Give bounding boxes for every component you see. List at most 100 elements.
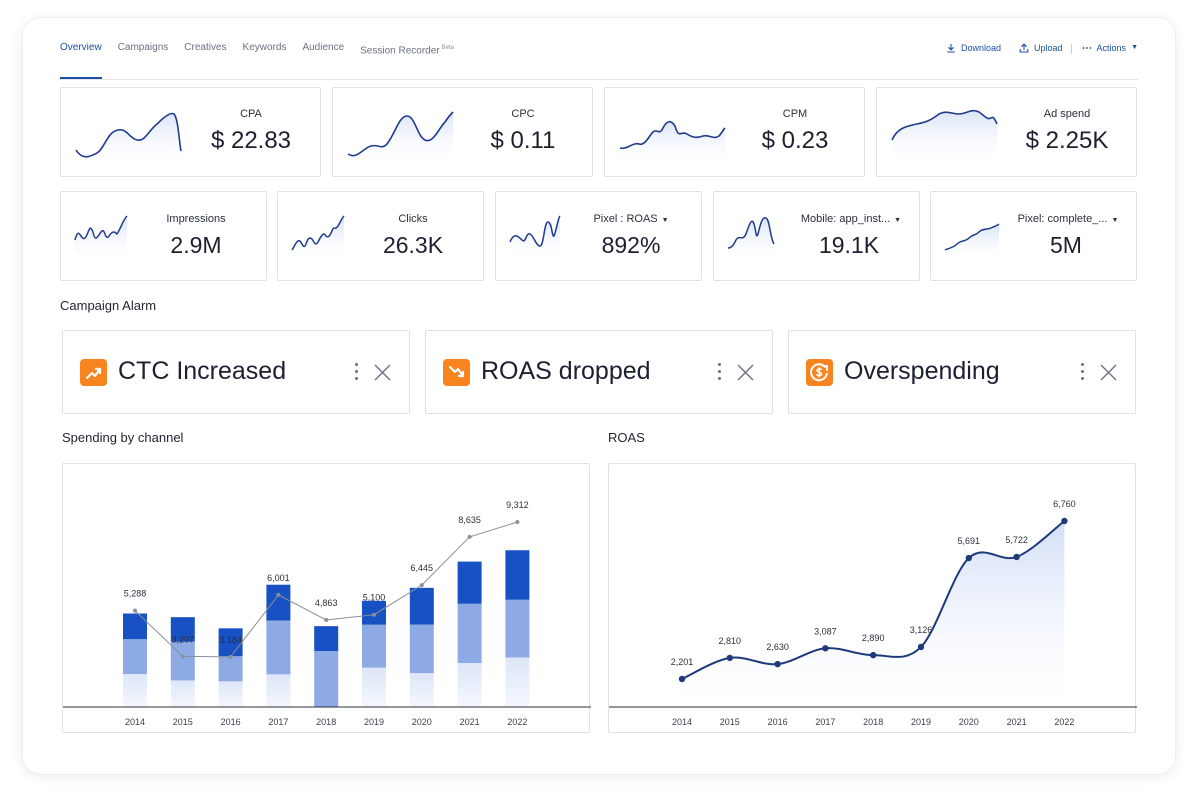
spending-chart: 2014 2015 2016 2017 2018 2019 2020 2021 2022 5,28… [63, 500, 591, 727]
x-tick-label: 2014 [672, 717, 692, 727]
kpi-card-pixel-complete[interactable]: Pixel: complete_... ▼ 5M [930, 191, 1137, 281]
kpi-value: $ 22.83 [210, 127, 292, 154]
roas-point [822, 645, 829, 652]
spending-chart-panel: 2014 2015 2016 2017 2018 2019 2020 2021 2022 5,28… [62, 463, 591, 733]
roas-chart-title: ROAS [608, 430, 645, 445]
data-label: 2,630 [766, 642, 789, 652]
x-tick-label: 2016 [221, 717, 241, 727]
kpi-card-mobile-app-installs[interactable]: Mobile: app_inst... ▼ 19.1K [713, 191, 920, 281]
kpi-label: Pixel: complete_... ▼ [1007, 213, 1129, 225]
kpi-label: Mobile: app_inst... ▼ [790, 213, 912, 225]
top-navigation: Overview Campaigns Creatives Keywords Au… [60, 40, 1138, 80]
roas-point [774, 660, 781, 668]
campaign-alarm-title: Campaign Alarm [60, 298, 157, 313]
chevron-down-icon[interactable]: ▼ [1111, 217, 1119, 224]
actions-menu-button[interactable]: Actions ▼ [1082, 40, 1138, 55]
kpi-card-ad-spend[interactable]: Ad spend $ 2.25K [876, 87, 1137, 177]
impressions-sparkline [74, 215, 128, 264]
x-tick-label: 2019 [911, 717, 931, 727]
kpi-card-impressions[interactable]: Impressions 2.9M [60, 191, 267, 281]
data-label: 3,126 [910, 625, 933, 635]
alarm-card-roas-dropped[interactable]: ROAS dropped [425, 330, 773, 414]
roas-point [1013, 553, 1020, 561]
total-point [133, 608, 137, 613]
data-label: 2,890 [862, 633, 885, 643]
data-label: 3,087 [814, 626, 837, 636]
x-tick-label: 2016 [768, 717, 788, 727]
alarm-text: Overspending [844, 357, 1000, 385]
data-label: 2,201 [671, 657, 694, 667]
kpi-value: $ 0.11 [490, 127, 556, 154]
toolbar-actions: Download Upload Actions ▼ [928, 40, 1138, 55]
kpi-card-clicks[interactable]: Clicks 26.3K [277, 191, 484, 281]
kebab-menu-icon[interactable] [1079, 363, 1085, 383]
tab-keywords[interactable]: Keywords [242, 42, 287, 53]
alarm-card-overspending[interactable]: Overspending [788, 330, 1136, 414]
kpi-card-cpm[interactable]: CPM $ 0.23 [604, 87, 865, 177]
alarm-card-ctc-increased[interactable]: CTC Increased [62, 330, 410, 414]
data-label: 3,207 [172, 634, 195, 644]
chevron-down-icon[interactable]: ▼ [894, 217, 902, 224]
download-button[interactable]: Download [946, 40, 1001, 55]
kebab-menu-icon[interactable] [353, 363, 359, 383]
cpa-sparkline [75, 112, 182, 166]
bar-segment [362, 624, 386, 668]
kpi-card-cpc[interactable]: CPC $ 0.11 [332, 87, 593, 177]
roas-point [1061, 517, 1068, 525]
kpi-card-cpa[interactable]: CPA $ 22.83 [60, 87, 321, 177]
total-point [276, 592, 281, 597]
bar-segment [362, 667, 386, 707]
tab-overview[interactable]: Overview [60, 40, 102, 80]
upload-icon [1019, 43, 1029, 53]
alarm-text: ROAS dropped [481, 357, 651, 385]
close-icon[interactable] [1099, 363, 1118, 382]
bar-segment [218, 628, 243, 657]
tab-session-recorder[interactable]: Session Recorder Beta [360, 40, 454, 80]
x-tick-label: 2022 [1054, 717, 1074, 727]
kpi-value: 5M [1050, 232, 1082, 258]
cpm-sparkline [619, 120, 726, 166]
kpi-label-text: Pixel : ROAS [593, 213, 658, 225]
kpi-label: CPA [240, 108, 262, 120]
x-tick-label: 2015 [720, 717, 740, 727]
kpi-card-pixel-roas[interactable]: Pixel : ROAS ▼ 892% [495, 191, 702, 281]
tab-campaigns[interactable]: Campaigns [117, 42, 169, 53]
bar-segment [314, 626, 339, 652]
trend-up-icon [80, 359, 107, 386]
dollar-up-icon [806, 359, 833, 386]
data-label: 9,312 [506, 500, 529, 510]
tab-creatives[interactable]: Creatives [184, 42, 227, 53]
bar-segment [505, 550, 530, 600]
tab-bar: Overview Campaigns Creatives Keywords Au… [60, 40, 470, 80]
mobile-app-installs-sparkline [727, 217, 775, 264]
upload-button[interactable]: Upload [1019, 40, 1063, 55]
roas-area [682, 521, 1065, 707]
alarm-text: CTC Increased [118, 357, 287, 385]
kpi-value: $ 2.25K [1025, 127, 1109, 154]
chevron-down-icon[interactable]: ▼ [661, 217, 669, 224]
roas-point [917, 643, 925, 651]
bar-segment [266, 584, 291, 621]
tab-audience[interactable]: Audience [302, 42, 345, 53]
kpi-label: CPC [511, 108, 535, 120]
kpi-label: Pixel : ROAS ▼ [576, 213, 686, 225]
download-label: Download [960, 43, 1002, 53]
total-point [467, 534, 472, 539]
close-icon[interactable] [373, 363, 392, 382]
kpi-label: Ad spend [1043, 108, 1091, 120]
bar-segment [505, 657, 530, 707]
kpi-label: Impressions [166, 213, 226, 225]
x-tick-label: 2022 [507, 717, 527, 727]
data-label: 5,100 [363, 593, 386, 603]
x-tick-label: 2018 [863, 717, 883, 727]
bar-segment [409, 673, 434, 707]
total-point [228, 654, 233, 659]
dashboard-window: Overview Campaigns Creatives Keywords Au… [23, 18, 1175, 774]
bar-segment [123, 674, 147, 707]
kebab-menu-icon[interactable] [716, 363, 722, 383]
total-point [419, 583, 424, 588]
total-point [324, 617, 329, 622]
roas-point [965, 554, 972, 562]
close-icon[interactable] [736, 363, 755, 382]
pixel-complete-sparkline [944, 223, 1000, 264]
